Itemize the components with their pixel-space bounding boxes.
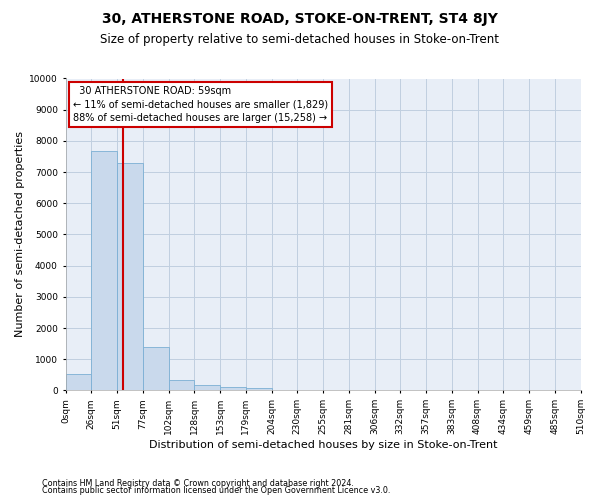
- Bar: [246, 388, 272, 390]
- Bar: [91, 151, 117, 390]
- Bar: [220, 388, 246, 390]
- Bar: [169, 380, 194, 390]
- Y-axis label: Number of semi-detached properties: Number of semi-detached properties: [15, 132, 25, 338]
- Bar: [143, 348, 169, 391]
- Text: Contains HM Land Registry data © Crown copyright and database right 2024.: Contains HM Land Registry data © Crown c…: [42, 478, 354, 488]
- Text: 30 ATHERSTONE ROAD: 59sqm
← 11% of semi-detached houses are smaller (1,829)
88% : 30 ATHERSTONE ROAD: 59sqm ← 11% of semi-…: [73, 86, 328, 122]
- X-axis label: Distribution of semi-detached houses by size in Stoke-on-Trent: Distribution of semi-detached houses by …: [149, 440, 497, 450]
- Bar: [117, 163, 143, 390]
- Text: 30, ATHERSTONE ROAD, STOKE-ON-TRENT, ST4 8JY: 30, ATHERSTONE ROAD, STOKE-ON-TRENT, ST4…: [102, 12, 498, 26]
- Bar: [194, 386, 220, 390]
- Bar: [65, 374, 91, 390]
- Text: Size of property relative to semi-detached houses in Stoke-on-Trent: Size of property relative to semi-detach…: [101, 32, 499, 46]
- Text: Contains public sector information licensed under the Open Government Licence v3: Contains public sector information licen…: [42, 486, 391, 495]
